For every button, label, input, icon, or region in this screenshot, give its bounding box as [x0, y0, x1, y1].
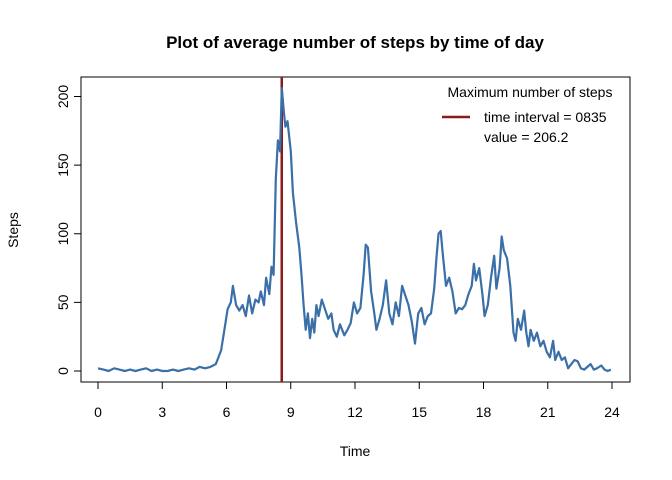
y-tick-label: 0: [55, 367, 71, 375]
x-tick-label: 15: [411, 404, 427, 420]
x-tick-label: 0: [94, 404, 102, 420]
x-tick-label: 21: [540, 404, 556, 420]
series-line-steps: [97, 86, 612, 373]
y-tick-label: 200: [55, 85, 71, 109]
x-tick-label: 18: [476, 404, 492, 420]
y-axis: 0 50 100 150 200: [55, 85, 82, 375]
legend-title: Maximum number of steps: [448, 84, 613, 100]
x-tick-label: 12: [347, 404, 363, 420]
x-axis-label: Time: [340, 443, 371, 459]
chart-title: Plot of average number of steps by time …: [166, 33, 544, 52]
x-axis: 0 3 6 9 12 15 18 21 24: [94, 381, 620, 420]
x-tick-label: 9: [287, 404, 295, 420]
legend: Maximum number of steps time interval = …: [442, 84, 612, 145]
x-tick-label: 6: [223, 404, 231, 420]
y-tick-label: 100: [55, 222, 71, 246]
x-tick-label: 3: [158, 404, 166, 420]
legend-line-interval: time interval = 0835: [484, 109, 607, 125]
legend-line-value: value = 206.2: [484, 129, 569, 145]
y-axis-label: Steps: [5, 212, 21, 248]
x-tick-label: 24: [604, 404, 620, 420]
y-tick-label: 150: [55, 153, 71, 177]
y-tick-label: 50: [55, 294, 71, 310]
